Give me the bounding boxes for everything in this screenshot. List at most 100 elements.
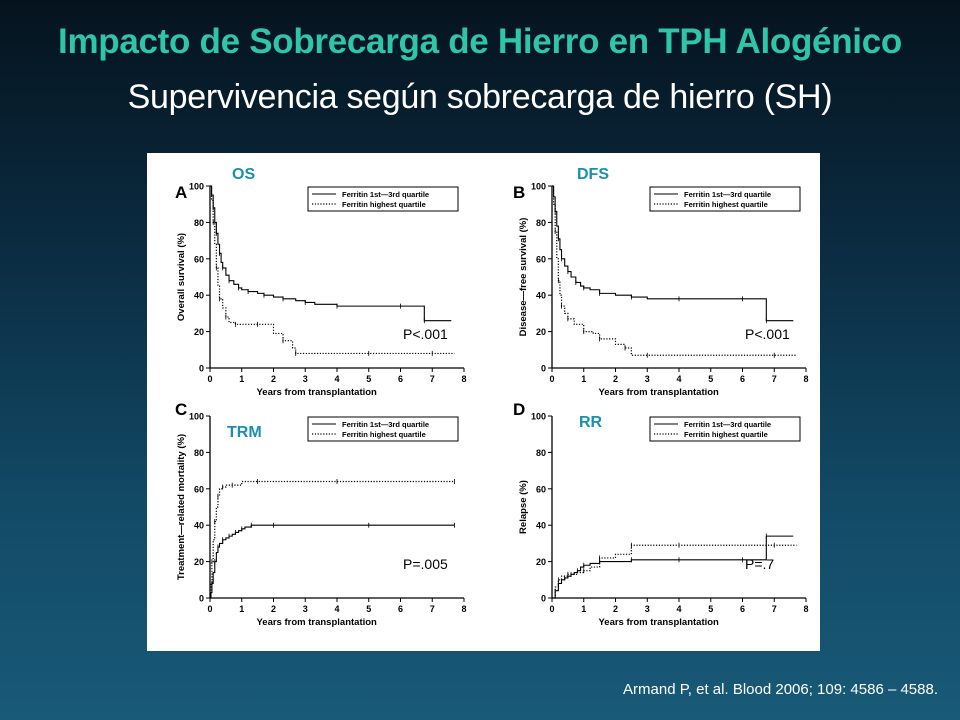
x-tick-label: 6 — [740, 374, 745, 384]
p-value: P<.001 — [745, 326, 790, 342]
y-axis-label: Relapse (%) — [518, 480, 529, 534]
x-tick-label: 7 — [772, 604, 777, 614]
x-axis-label: Years from transplantation — [598, 387, 719, 398]
y-tick-label: 40 — [194, 521, 204, 531]
series-line-ferritin-q1-3 — [552, 185, 794, 322]
panel-annotation: RR — [579, 414, 603, 431]
panel-letter: D — [513, 400, 525, 419]
series-line-ferritin-q4 — [552, 544, 797, 599]
x-tick-label: 8 — [461, 374, 466, 384]
chart-panel-d: 0 20 40 60 80 100 0 1 2 3 4 5 6 7 8 Years from transpla… — [513, 400, 809, 628]
x-tick-label: 3 — [645, 374, 650, 384]
x-tick-label: 8 — [803, 374, 808, 384]
legend-label-dotted: Ferritin highest quartile — [684, 200, 768, 209]
panel-annotation: OS — [232, 166, 255, 183]
y-tick-label: 20 — [194, 557, 204, 567]
y-tick-label: 40 — [194, 291, 204, 301]
x-tick-label: 7 — [430, 374, 435, 384]
x-tick-label: 4 — [334, 374, 339, 384]
panel-annotation: DFS — [577, 166, 609, 183]
p-value: P=.005 — [403, 556, 448, 572]
x-tick-label: 7 — [430, 604, 435, 614]
legend-label-dotted: Ferritin highest quartile — [342, 200, 426, 209]
series-line-ferritin-q1-3 — [210, 185, 452, 322]
x-tick-label: 1 — [581, 604, 586, 614]
y-tick-label: 100 — [189, 412, 204, 422]
x-tick-label: 5 — [708, 604, 713, 614]
x-tick-label: 7 — [772, 374, 777, 384]
x-tick-label: 0 — [549, 374, 554, 384]
legend-box — [307, 416, 459, 442]
y-tick-label: 20 — [536, 327, 546, 337]
x-tick-label: 5 — [708, 374, 713, 384]
slide-title: Impacto de Sobrecarga de Hierro en TPH A… — [58, 22, 902, 61]
x-tick-label: 4 — [676, 604, 681, 614]
y-tick-label: 0 — [541, 364, 546, 374]
y-tick-label: 0 — [199, 594, 204, 604]
y-tick-label: 100 — [531, 182, 546, 192]
x-tick-label: 3 — [303, 374, 308, 384]
p-value: P=.7 — [745, 556, 774, 572]
x-tick-label: 0 — [207, 604, 212, 614]
legend-box — [307, 186, 459, 212]
x-tick-label: 6 — [398, 604, 403, 614]
p-value: P<.001 — [403, 326, 448, 342]
legend-box — [649, 416, 801, 442]
x-tick-label: 6 — [398, 374, 403, 384]
x-tick-label: 0 — [207, 374, 212, 384]
slide-subtitle: Supervivencia según sobrecarga de hierro… — [127, 78, 833, 116]
x-tick-label: 2 — [271, 374, 276, 384]
panel-annotation: TRM — [227, 424, 262, 441]
x-tick-label: 0 — [549, 604, 554, 614]
y-axis-label: Disease—free survival (%) — [518, 218, 529, 337]
figure-panel: 0 20 40 60 80 100 0 1 2 3 4 5 6 7 8 Years from transpla… — [147, 153, 820, 651]
citation: Armand P, et al. Blood 2006; 109: 4586 –… — [623, 681, 938, 698]
x-tick-label: 1 — [581, 374, 586, 384]
y-tick-label: 20 — [536, 557, 546, 567]
chart-panel-a: 0 20 40 60 80 100 0 1 2 3 4 5 6 7 8 Years from transpla… — [175, 166, 467, 398]
y-axis-label: Treatment—related mortality (%) — [176, 434, 187, 580]
y-axis-label: Overall survival (%) — [176, 233, 187, 321]
x-tick-label: 2 — [613, 604, 618, 614]
x-tick-label: 8 — [803, 604, 808, 614]
x-tick-label: 4 — [676, 374, 681, 384]
x-tick-label: 4 — [334, 604, 339, 614]
series-line-ferritin-q1-3 — [552, 535, 794, 599]
y-tick-label: 80 — [536, 448, 546, 458]
x-axis-label: Years from transplantation — [256, 387, 377, 398]
y-tick-label: 60 — [536, 254, 546, 264]
legend-label-solid: Ferritin 1st—3rd quartile — [342, 190, 429, 199]
y-tick-label: 40 — [536, 521, 546, 531]
y-tick-label: 80 — [194, 218, 204, 228]
x-axis-label: Years from transplantation — [256, 617, 377, 628]
series-line-ferritin-q4 — [210, 185, 455, 355]
legend-label-solid: Ferritin 1st—3rd quartile — [342, 420, 429, 429]
legend-label-solid: Ferritin 1st—3rd quartile — [684, 190, 771, 199]
x-tick-label: 8 — [461, 604, 466, 614]
y-tick-label: 60 — [194, 484, 204, 494]
x-tick-label: 2 — [613, 374, 618, 384]
y-tick-label: 60 — [536, 484, 546, 494]
x-tick-label: 3 — [645, 604, 650, 614]
panel-letter: B — [513, 183, 525, 202]
legend-box — [649, 186, 801, 212]
x-tick-label: 2 — [271, 604, 276, 614]
legend-label-solid: Ferritin 1st—3rd quartile — [684, 420, 771, 429]
series-line-ferritin-q4 — [210, 480, 455, 599]
panel-letter: C — [175, 400, 187, 419]
y-tick-label: 20 — [194, 327, 204, 337]
chart-panel-b: 0 20 40 60 80 100 0 1 2 3 4 5 6 7 8 Years from transpla… — [513, 166, 809, 398]
y-tick-label: 40 — [536, 291, 546, 301]
x-tick-label: 6 — [740, 604, 745, 614]
y-tick-label: 100 — [189, 182, 204, 192]
panel-letter: A — [175, 183, 187, 202]
y-tick-label: 0 — [199, 364, 204, 374]
x-tick-label: 1 — [239, 374, 244, 384]
series-line-ferritin-q4 — [552, 185, 797, 356]
y-tick-label: 0 — [541, 594, 546, 604]
chart-panel-c: 0 20 40 60 80 100 0 1 2 3 4 5 6 7 8 Years from transpla… — [175, 400, 467, 628]
x-tick-label: 1 — [239, 604, 244, 614]
x-tick-label: 5 — [366, 374, 371, 384]
x-tick-label: 5 — [366, 604, 371, 614]
